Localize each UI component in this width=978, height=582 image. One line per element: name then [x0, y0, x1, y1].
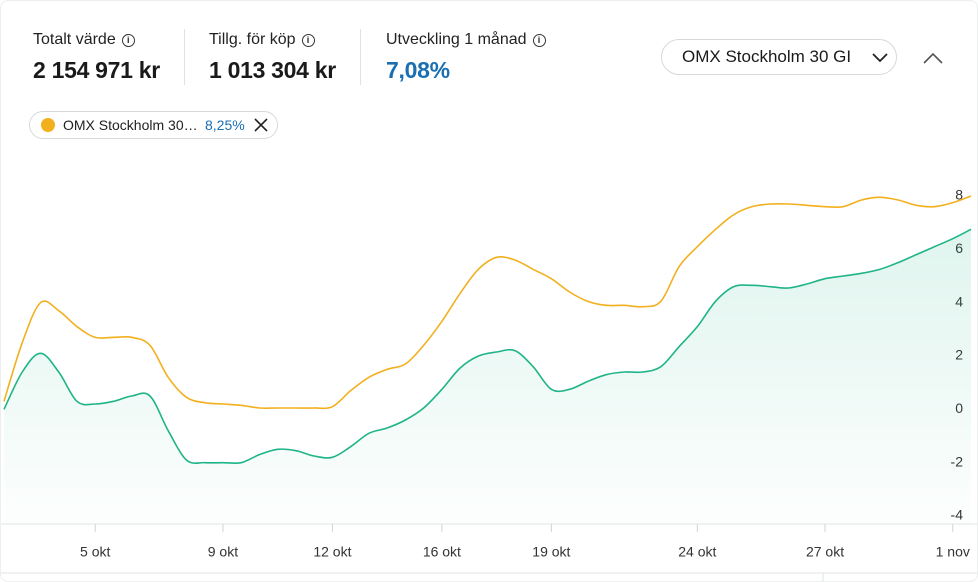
stat: Tillg. för köp i 1 013 304 kr: [209, 31, 336, 84]
x-tick-label: 19 okt: [532, 544, 570, 560]
divider: [360, 29, 361, 85]
x-tick-label: 9 okt: [208, 544, 238, 560]
stat-value: 7,08%: [386, 57, 450, 83]
stat: Utveckling 1 månad i 7,08%: [386, 31, 546, 84]
y-tick-label: 8: [955, 187, 963, 203]
x-tick-label: 27 okt: [806, 544, 844, 560]
legend-change: 8,25%: [205, 117, 245, 133]
divider: [184, 29, 185, 85]
stat: Totalt värde i 2 154 971 kr: [33, 31, 160, 84]
legend-name: OMX Stockholm 30 GI: [63, 117, 199, 133]
area-fill: [4, 229, 971, 525]
info-icon[interactable]: i: [121, 33, 135, 47]
series-line: [3, 195, 972, 410]
stat-label: Tillg. för köp: [209, 31, 296, 48]
stat-label: Utveckling 1 månad: [386, 31, 527, 48]
info-icon[interactable]: i: [532, 33, 546, 47]
stat-label: Totalt värde: [33, 31, 116, 48]
series-line: [3, 228, 972, 465]
stat-value: 2 154 971 kr: [33, 57, 160, 83]
remove-button[interactable]: [254, 118, 268, 132]
x-tick-label: 16 okt: [423, 544, 461, 560]
info-icon[interactable]: i: [301, 33, 315, 47]
dropdown-icon: [872, 53, 888, 63]
benchmark-select[interactable]: OMX Stockholm 30 GI: [661, 39, 897, 75]
collapse-button[interactable]: [922, 51, 944, 65]
stat-value: 1 013 304 kr: [209, 57, 336, 83]
x-tick-label: 5 okt: [80, 544, 110, 560]
x-tick-label: 24 okt: [678, 544, 716, 560]
legend-chip: OMX Stockholm 30 GI 8,25%: [29, 111, 278, 139]
x-tick-label: 1 nov: [936, 544, 970, 560]
select-text: OMX Stockholm 30 GI: [682, 47, 852, 66]
x-tick-label: 12 okt: [313, 544, 351, 560]
legend-dot: [41, 118, 55, 132]
